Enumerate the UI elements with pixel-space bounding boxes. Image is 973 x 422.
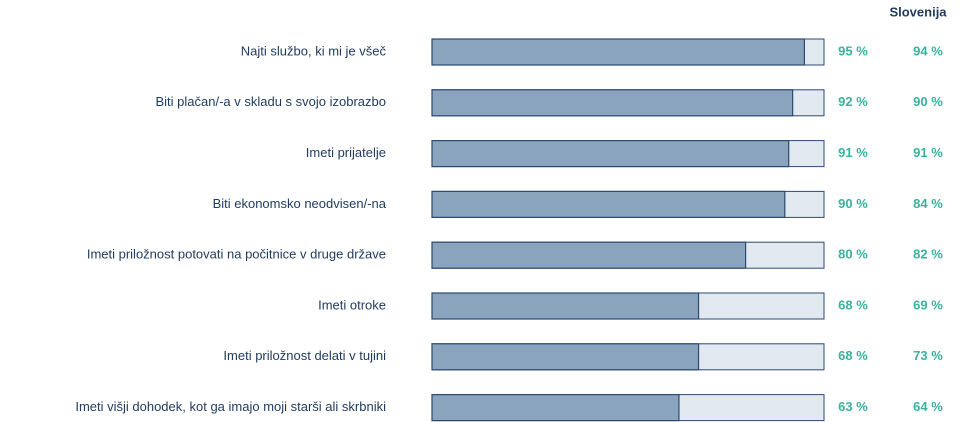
category-label: Imeti priložnost potovati na počitnice v… (87, 247, 386, 262)
comparison-label: 82 % (913, 247, 943, 262)
bar (431, 394, 680, 422)
category-label: Imeti priložnost delati v tujini (223, 348, 386, 363)
comparison-label: 84 % (913, 196, 943, 211)
value-label: 90 % (838, 196, 868, 211)
category-label: Biti ekonomsko neodvisen/-na (213, 196, 387, 211)
bar (431, 190, 786, 218)
bar (431, 140, 790, 168)
bar (431, 241, 747, 269)
bar (431, 89, 794, 117)
category-label: Imeti prijatelje (306, 145, 386, 160)
value-label: 80 % (838, 247, 868, 262)
category-label: Najti službo, ki mi je všeč (241, 43, 387, 58)
bar (431, 292, 700, 320)
comparison-label: 69 % (913, 297, 943, 312)
bar (431, 38, 805, 66)
comparison-label: 64 % (913, 399, 943, 414)
comparison-label: 73 % (913, 348, 943, 363)
category-label: Imeti višji dohodek, kot ga imajo moji s… (75, 399, 386, 414)
comparison-label: 90 % (913, 94, 943, 109)
value-label: 68 % (838, 348, 868, 363)
comparison-header: Slovenija (889, 4, 947, 19)
bar (431, 343, 700, 371)
category-label: Imeti otroke (318, 297, 386, 312)
category-label: Biti plačan/-a v skladu s svojo izobrazb… (155, 94, 386, 109)
value-label: 95 % (838, 43, 868, 58)
value-label: 92 % (838, 94, 868, 109)
value-label: 68 % (838, 297, 868, 312)
value-label: 63 % (838, 399, 868, 414)
comparison-label: 91 % (913, 145, 943, 160)
value-label: 91 % (838, 145, 868, 160)
comparison-label: 94 % (913, 43, 943, 58)
